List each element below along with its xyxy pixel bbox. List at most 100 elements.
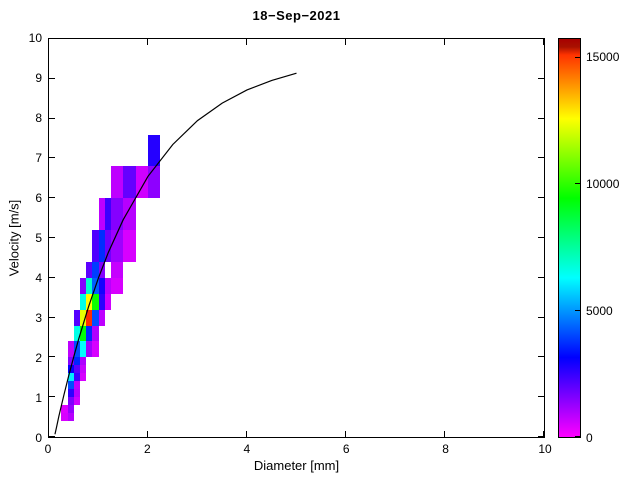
- x-tick-mark: [48, 431, 49, 437]
- heatmap-cell: [61, 413, 68, 422]
- heatmap-cell: [110, 198, 124, 231]
- heatmap-cell: [98, 198, 105, 231]
- colorbar-tick-mark: [575, 309, 580, 311]
- x-tick-mark: [543, 431, 544, 437]
- heatmap-cell: [86, 261, 93, 278]
- heatmap-cell: [92, 341, 99, 358]
- heatmap-cell: [67, 413, 74, 422]
- heatmap-cell: [92, 325, 99, 342]
- heatmap-cell: [73, 341, 80, 358]
- y-tick-mark: [49, 436, 55, 437]
- y-tick-mark: [538, 157, 544, 159]
- y-tick-mark: [538, 356, 544, 358]
- heatmap-cell: [79, 357, 87, 366]
- heatmap-cell: [135, 166, 148, 199]
- heatmap-cell: [110, 277, 124, 294]
- heatmap-cell: [79, 373, 87, 382]
- heatmap-cell: [92, 309, 99, 326]
- heatmap-cell: [73, 357, 80, 366]
- y-tick-mark: [538, 77, 544, 79]
- y-tick-label: 8: [35, 111, 42, 125]
- heatmap-cell: [104, 277, 111, 294]
- y-tick-mark: [49, 197, 55, 199]
- y-tick-mark: [49, 316, 55, 318]
- heatmap-cell: [73, 381, 80, 390]
- x-tick-mark: [444, 39, 445, 45]
- x-tick-label: 0: [44, 442, 52, 456]
- colorbar-tick-label: 10000: [586, 177, 620, 192]
- heatmap-cell: [104, 293, 111, 310]
- y-tick-mark: [538, 276, 544, 278]
- heatmap-cell: [110, 261, 124, 278]
- y-tick-mark: [49, 77, 55, 79]
- heatmap-cell: [67, 389, 74, 398]
- heatmap-cell: [98, 230, 105, 262]
- plot-area: [48, 38, 545, 438]
- y-tick-label: 7: [35, 151, 42, 165]
- heatmap-cell: [73, 373, 80, 382]
- y-tick-label: 1: [35, 391, 42, 405]
- x-tick-mark: [444, 431, 445, 437]
- x-tick-label: 6: [342, 442, 350, 456]
- x-tick-mark: [147, 39, 148, 45]
- colorbar-tick-label: 15000: [586, 50, 620, 65]
- heatmap-cell: [98, 277, 105, 294]
- y-tick-label: 4: [35, 271, 42, 285]
- x-tick-label: 10: [538, 442, 552, 456]
- heatmap-cell: [92, 261, 99, 278]
- heatmap-cell: [79, 325, 87, 342]
- heatmap-cell: [67, 357, 74, 366]
- terminal-velocity-curve: [49, 39, 544, 437]
- y-tick-mark: [538, 117, 544, 119]
- heatmap-cell: [67, 381, 74, 390]
- heatmap-cell: [123, 166, 136, 199]
- y-tick-mark: [538, 436, 544, 437]
- heatmap-cell: [67, 373, 74, 382]
- heatmap-cell: [98, 309, 105, 326]
- x-tick-label: 8: [442, 442, 449, 456]
- y-tick-mark: [49, 38, 55, 39]
- y-tick-label: 0: [35, 431, 42, 445]
- x-tick-mark: [345, 39, 346, 45]
- heatmap-cell: [123, 230, 136, 262]
- colorbar-tick-mark: [575, 56, 580, 58]
- heatmap-cell: [98, 293, 105, 310]
- y-tick-label: 6: [35, 191, 42, 205]
- heatmap-cell: [79, 341, 87, 358]
- y-tick-mark: [538, 197, 544, 199]
- y-tick-label: 2: [35, 351, 42, 365]
- heatmap-cell: [86, 325, 93, 342]
- heatmap-cell: [79, 365, 87, 374]
- x-tick-mark: [48, 39, 49, 45]
- colorbar-tick-mark: [575, 436, 580, 437]
- heatmap-cell: [79, 309, 87, 326]
- y-tick-label: 5: [35, 231, 42, 245]
- heatmap-cell: [61, 405, 68, 414]
- colorbar-tick-mark: [575, 183, 580, 185]
- y-tick-mark: [49, 276, 55, 278]
- heatmap-cell: [73, 325, 80, 342]
- y-tick-label: 10: [28, 31, 42, 45]
- heatmap-cell: [86, 277, 93, 294]
- heatmap-cell: [73, 397, 80, 406]
- x-tick-mark: [246, 39, 247, 45]
- y-tick-mark: [49, 396, 55, 398]
- heatmap-cell: [79, 293, 87, 310]
- y-tick-mark: [538, 237, 544, 238]
- heatmap-cell: [79, 277, 87, 294]
- y-tick-mark: [538, 316, 544, 318]
- heatmap-cell: [110, 230, 124, 262]
- heatmap-cell: [110, 166, 124, 199]
- y-tick-mark: [49, 117, 55, 119]
- heatmap-cell: [104, 230, 111, 262]
- heatmap-cell: [86, 309, 93, 326]
- heatmap-cell: [92, 293, 99, 310]
- y-tick-mark: [538, 396, 544, 398]
- colorbar-gradient: [559, 39, 580, 437]
- heatmap-cell: [86, 293, 93, 310]
- x-axis-label: Diameter [mm]: [253, 458, 340, 473]
- heatmap-cell: [148, 166, 161, 199]
- x-tick-label: 2: [144, 442, 151, 456]
- y-tick-mark: [49, 237, 55, 238]
